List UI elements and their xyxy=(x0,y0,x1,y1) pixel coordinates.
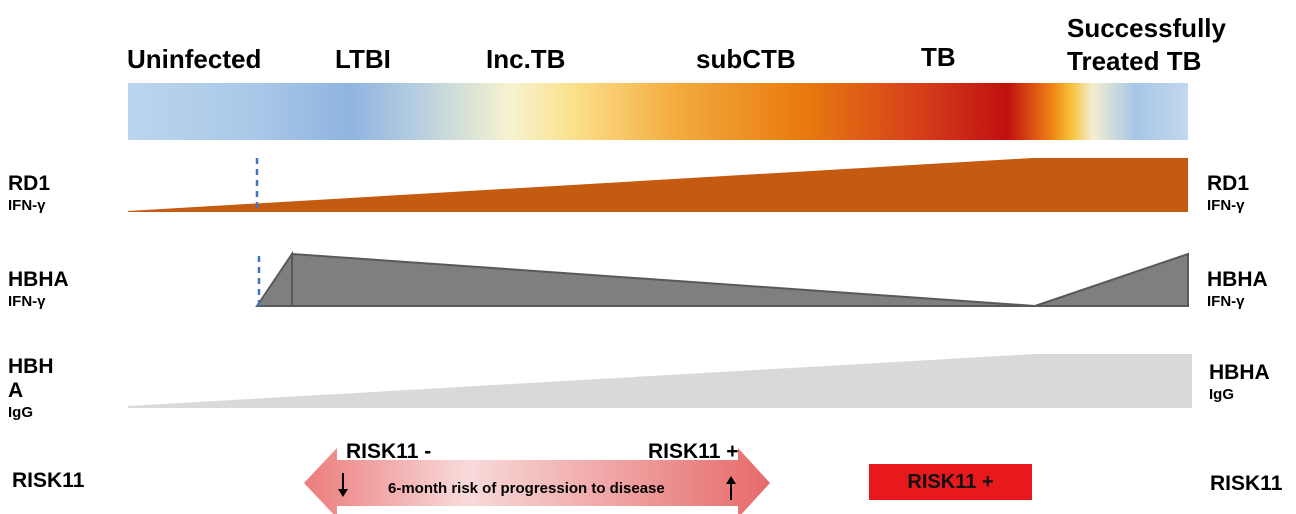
row-label-risk11-right: RISK11 xyxy=(1210,472,1283,495)
hbha-igg-name-right: HBHA xyxy=(1209,361,1270,384)
hbha-ifn-sub: IFN-γ xyxy=(8,293,46,310)
hbha-igg-wedge xyxy=(128,354,1192,408)
rd1-name-right: RD1 xyxy=(1207,172,1250,195)
row-label-rd1-left: RD1 IFN-γ xyxy=(8,172,50,216)
rd1-ifn-wedge xyxy=(128,158,1188,212)
row-label-hbha-ifn-left: HBHA IFN-γ xyxy=(8,268,69,312)
hbha-ifn-sub-right: IFN-γ xyxy=(1207,293,1245,310)
stage-label-ltbi: LTBI xyxy=(335,44,391,74)
stage-label-treated-tb: Treated TB xyxy=(1067,46,1202,76)
risk11-plus-label: RISK11 + xyxy=(648,440,739,463)
row-label-hbha-igg-right: HBHA IgG xyxy=(1209,361,1270,405)
stage-label-inc-tb: Inc.TB xyxy=(486,44,566,74)
rd1-name: RD1 xyxy=(8,172,51,195)
hbha-ifn-decline xyxy=(291,252,1036,307)
arrow-down-icon xyxy=(338,473,348,497)
stage-label-subctb: subCTB xyxy=(696,44,796,74)
risk11-plus-badge: RISK11 + xyxy=(869,464,1032,500)
stage-label-uninfected: Uninfected xyxy=(127,44,262,74)
hbha-ifn-name: HBHA xyxy=(8,268,69,291)
hbha-igg-line2: A xyxy=(8,379,24,402)
hbha-ifn-rise xyxy=(255,250,293,307)
hbha-igg-sub: IgG xyxy=(8,404,33,421)
row-label-hbha-igg-left: HBH A IgG xyxy=(8,355,54,423)
risk11-minus-label: RISK11 - xyxy=(346,440,432,463)
arrow-up-icon xyxy=(726,476,736,500)
stage-label-tb: TB xyxy=(921,42,956,72)
hbha-igg-sub-right: IgG xyxy=(1209,386,1234,403)
disease-spectrum-bar xyxy=(128,83,1188,140)
row-label-rd1-right: RD1 IFN-γ xyxy=(1207,172,1249,216)
hbha-ifn-recovery xyxy=(1034,252,1189,307)
rd1-sub-right: IFN-γ xyxy=(1207,197,1245,214)
row-label-hbha-ifn-right: HBHA IFN-γ xyxy=(1207,268,1268,312)
stage-label-successfully: Successfully xyxy=(1067,13,1226,43)
risk11-double-arrow xyxy=(304,448,770,514)
risk-progression-text: 6-month risk of progression to disease xyxy=(388,480,665,497)
row-label-risk11-left: RISK11 xyxy=(12,469,85,492)
hbha-ifn-name-right: HBHA xyxy=(1207,268,1268,291)
rd1-sub: IFN-γ xyxy=(8,197,46,214)
hbha-igg-line1: HBH xyxy=(8,355,54,378)
